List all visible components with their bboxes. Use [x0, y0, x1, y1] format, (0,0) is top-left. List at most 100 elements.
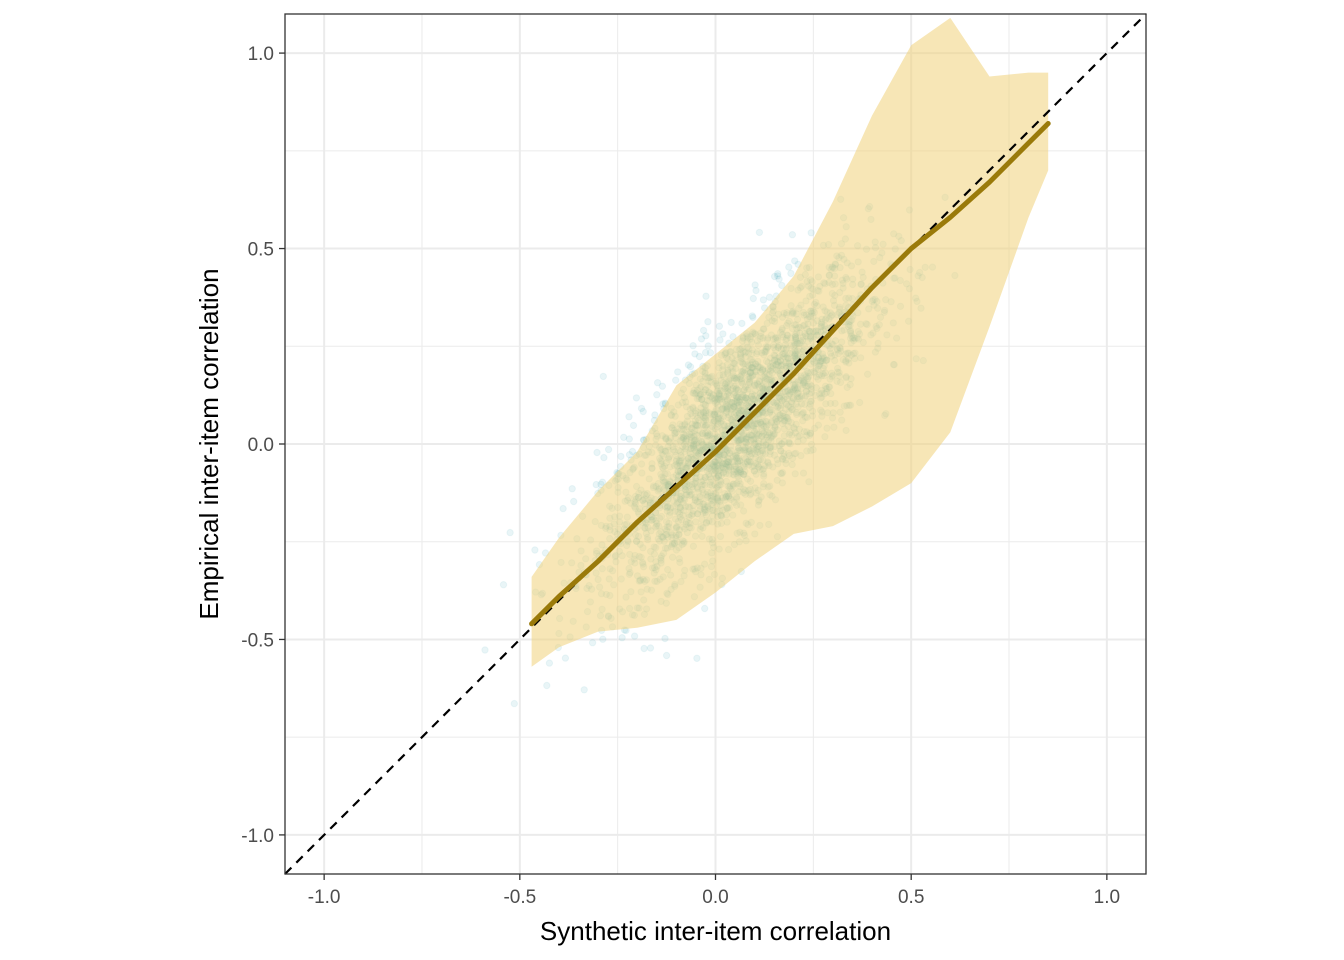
scatter-point: [706, 349, 715, 357]
scatter-point: [617, 452, 625, 461]
scatter-point: [625, 451, 634, 459]
scatter-point: [568, 485, 576, 493]
scatter-point: [600, 453, 608, 462]
scatter-point: [570, 497, 578, 506]
scatter-point: [672, 376, 680, 384]
x-tick-label: -0.5: [503, 887, 536, 908]
scatter-point: [738, 319, 746, 328]
scatter-point: [704, 342, 712, 350]
confidence-band: [531, 17, 1049, 667]
scatter-point: [774, 272, 782, 280]
x-tick-label: 1.0: [1094, 887, 1120, 908]
scatter-point: [765, 293, 774, 301]
scatter-point: [729, 333, 737, 341]
x-tick-label: 0.5: [898, 887, 924, 908]
scatter-point: [597, 480, 605, 488]
scatter-point: [701, 348, 710, 357]
scatter-point: [506, 528, 514, 537]
scatter-point: [629, 421, 638, 430]
scatter-point: [748, 312, 756, 320]
trend-line: [529, 121, 1051, 627]
scatter-point: [592, 480, 600, 489]
scatter-point: [759, 296, 768, 304]
scatter-point: [774, 270, 782, 278]
scatter-point: [695, 352, 704, 361]
scatter-point: [715, 322, 724, 330]
scatter-point: [697, 335, 706, 343]
scatter-point: [699, 326, 708, 335]
scatter-point: [637, 404, 646, 413]
scatter-point: [599, 372, 607, 381]
scatter-point: [702, 332, 710, 340]
scatter-point: [559, 504, 567, 513]
scatter-point: [628, 447, 637, 456]
scatter-point: [593, 448, 601, 457]
scatter-point: [785, 263, 793, 271]
scatter-point: [662, 651, 671, 660]
scatter-point: [727, 318, 735, 327]
plot-panel: [284, 13, 1147, 875]
x-axis-title: Synthetic inter-item correlation: [540, 916, 891, 946]
scatter-point: [704, 318, 712, 326]
scatter-point: [625, 413, 633, 421]
y-tick-label: 0.0: [248, 435, 274, 456]
scatter-point: [702, 292, 710, 300]
identity-reference-line: [284, 13, 1147, 875]
scatter-point: [778, 281, 786, 290]
scatter-point: [646, 644, 655, 652]
y-axis: -1.0 -0.5 0.0 0.5 1.0: [241, 44, 285, 847]
scatter-point: [639, 407, 647, 416]
confidence-band-layer: [531, 17, 1049, 667]
scatter-point: [588, 639, 597, 647]
scatter-point: [481, 646, 489, 654]
scatter-point: [651, 411, 659, 419]
scatter-point: [674, 368, 682, 376]
scatter-point: [632, 394, 641, 402]
scatter-point: [689, 342, 697, 350]
scatter-point: [658, 382, 667, 390]
scatter-point: [787, 269, 795, 278]
scatter-point: [545, 659, 554, 667]
scatter-point: [661, 634, 669, 643]
scatter-point: [630, 632, 639, 640]
y-tick-label: -1.0: [241, 826, 274, 847]
scatter-point: [604, 445, 613, 454]
scatter-point: [653, 379, 662, 387]
scatter-point: [791, 257, 799, 265]
scatter-point: [653, 391, 661, 399]
scatter-point: [580, 686, 588, 694]
scatter-point: [749, 294, 757, 303]
scatter-point: [625, 435, 633, 443]
scatter-point: [788, 231, 797, 239]
x-tick-label: -1.0: [308, 887, 341, 908]
scatter-point: [693, 654, 701, 662]
scatter-point: [618, 634, 626, 642]
scatter-point: [719, 330, 727, 338]
scatter-point: [752, 286, 760, 295]
scatter-point: [620, 433, 628, 441]
scatter-point: [686, 363, 695, 371]
scatter-point: [599, 635, 607, 643]
scatter-point: [775, 275, 783, 283]
scatter-point: [716, 336, 724, 344]
scatter-point: [531, 546, 539, 554]
y-tick-label: 1.0: [248, 44, 274, 65]
scatter-point: [807, 229, 815, 237]
x-axis: -1.0 -0.5 0.0 0.5 1.0: [308, 874, 1120, 908]
scatter-point: [749, 313, 757, 322]
scatter-point: [510, 699, 518, 708]
y-axis-title: Empirical inter-item correlation: [194, 268, 224, 619]
scatter-point: [701, 604, 709, 613]
scatter-point: [598, 478, 607, 486]
trend-line-layer: [529, 121, 1051, 627]
scatter-point: [751, 281, 759, 289]
reference-line-layer: [284, 13, 1147, 875]
scatter-point: [770, 272, 779, 281]
scatter-point: [755, 228, 764, 237]
scatter-point: [684, 361, 693, 369]
y-tick-label: -0.5: [241, 630, 274, 651]
y-tick-label: 0.5: [248, 240, 274, 261]
scatter-point: [691, 350, 699, 358]
scatter-point: [561, 654, 570, 662]
